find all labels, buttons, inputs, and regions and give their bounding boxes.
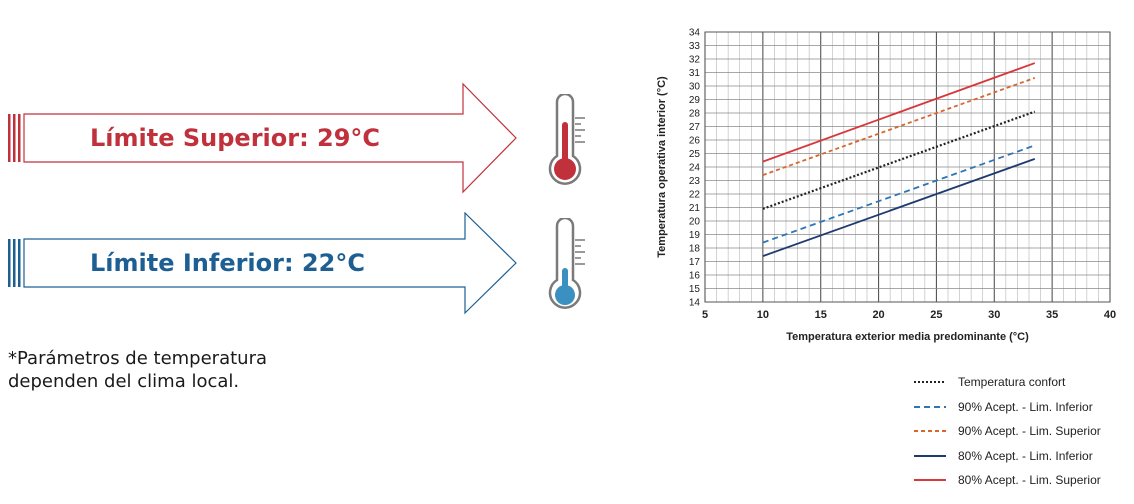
legend-swatch	[914, 405, 946, 408]
legend-item-1: 90% Acept. - Lim. Inferior	[912, 395, 1132, 420]
y-tick-label: 16	[689, 271, 701, 282]
thermometer-low-icon	[548, 218, 585, 309]
lower-arrow-shape	[8, 211, 517, 315]
series-line-2	[762, 77, 1036, 176]
legend-item-3: 80% Acept. - Lim. Inferior	[912, 444, 1132, 469]
climate-note: *Parámetros de temperatura dependen del …	[8, 347, 368, 393]
y-tick-label: 31	[689, 68, 701, 79]
note-line-1: *Parámetros de temperatura	[8, 348, 268, 369]
y-tick-label: 21	[689, 203, 701, 214]
x-tick-label: 10	[757, 309, 769, 321]
x-tick-label: 40	[1104, 309, 1116, 321]
y-tick-label: 25	[689, 149, 701, 160]
x-tick-label: 20	[872, 309, 884, 321]
y-tick-label: 29	[689, 95, 701, 106]
x-tick-label: 35	[1046, 309, 1058, 321]
chart-grid	[704, 31, 1111, 303]
legend-swatch	[914, 381, 946, 384]
x-axis-ticks: 5 10 15 20 25 30 35 40	[702, 309, 1116, 321]
y-tick-label: 27	[689, 122, 701, 133]
y-tick-label: 17	[689, 257, 701, 268]
legend-item-2: 90% Acept. - Lim. Superior	[912, 419, 1132, 444]
y-tick-label: 30	[689, 82, 701, 93]
upper-arrow-shape	[8, 82, 517, 194]
y-tick-label: 22	[689, 190, 701, 201]
y-tick-label: 24	[689, 163, 701, 174]
y-tick-label: 34	[689, 28, 701, 39]
x-tick-label: 30	[988, 309, 1000, 321]
x-tick-label: 5	[702, 309, 708, 321]
y-tick-label: 26	[689, 136, 701, 147]
chart-series	[762, 62, 1036, 257]
series-line-4	[762, 62, 1036, 163]
x-tick-label: 15	[815, 309, 827, 321]
upper-limit-label: Límite Superior: 29°C	[90, 124, 381, 152]
legend-swatch	[914, 430, 946, 433]
y-tick-label: 18	[689, 244, 701, 255]
series-line-1	[762, 144, 1036, 244]
y-tick-label: 32	[689, 55, 701, 66]
series-line-3	[762, 158, 1036, 257]
upper-limit-arrow: Límite Superior: 29°C	[8, 82, 528, 199]
legend-swatch	[914, 454, 946, 457]
legend-item-0: Temperatura confort	[912, 370, 1132, 395]
y-tick-label: 14	[689, 298, 701, 309]
legend-item-4: 80% Acept. - Lim. Superior	[912, 468, 1132, 493]
y-tick-label: 19	[689, 230, 701, 241]
legend-label: Temperatura confort	[958, 375, 1066, 390]
series-line-0	[762, 110, 1036, 210]
y-axis-ticks: 14 15 16 17 18 19 20 21 22 23 24 25 26 27 28 29 30 31 32 33…	[689, 28, 701, 309]
legend-label: 90% Acept. - Lim. Inferior	[958, 399, 1093, 414]
lower-limit-label: Límite Inferior: 22°C	[90, 249, 365, 277]
legend-label: 80% Acept. - Lim. Superior	[958, 473, 1101, 488]
y-tick-label: 20	[689, 217, 701, 228]
x-tick-label: 25	[930, 309, 942, 321]
y-axis-label: Temperatura operativa interior (°C)	[656, 76, 668, 258]
chart-legend: Temperatura confort 90% Acept. - Lim. Inf…	[912, 370, 1132, 493]
y-tick-label: 28	[689, 109, 701, 120]
x-axis-label: Temperatura exterior media predominante …	[786, 331, 1029, 343]
y-tick-label: 33	[689, 41, 701, 52]
legend-swatch	[914, 479, 946, 482]
thermometer-high-icon	[548, 94, 585, 185]
legend-label: 90% Acept. - Lim. Superior	[958, 424, 1101, 439]
comfort-chart: 14 15 16 17 18 19 20 21 22 23 24 25 26 27 28 29 30 31 32 33…	[656, 28, 1116, 344]
lower-limit-arrow: Límite Inferior: 22°C	[8, 211, 528, 321]
plot-frame	[704, 31, 1111, 303]
note-line-2: dependen del clima local.	[8, 371, 240, 392]
legend-label: 80% Acept. - Lim. Inferior	[958, 448, 1093, 463]
y-tick-label: 23	[689, 176, 701, 187]
y-tick-label: 15	[689, 284, 701, 295]
